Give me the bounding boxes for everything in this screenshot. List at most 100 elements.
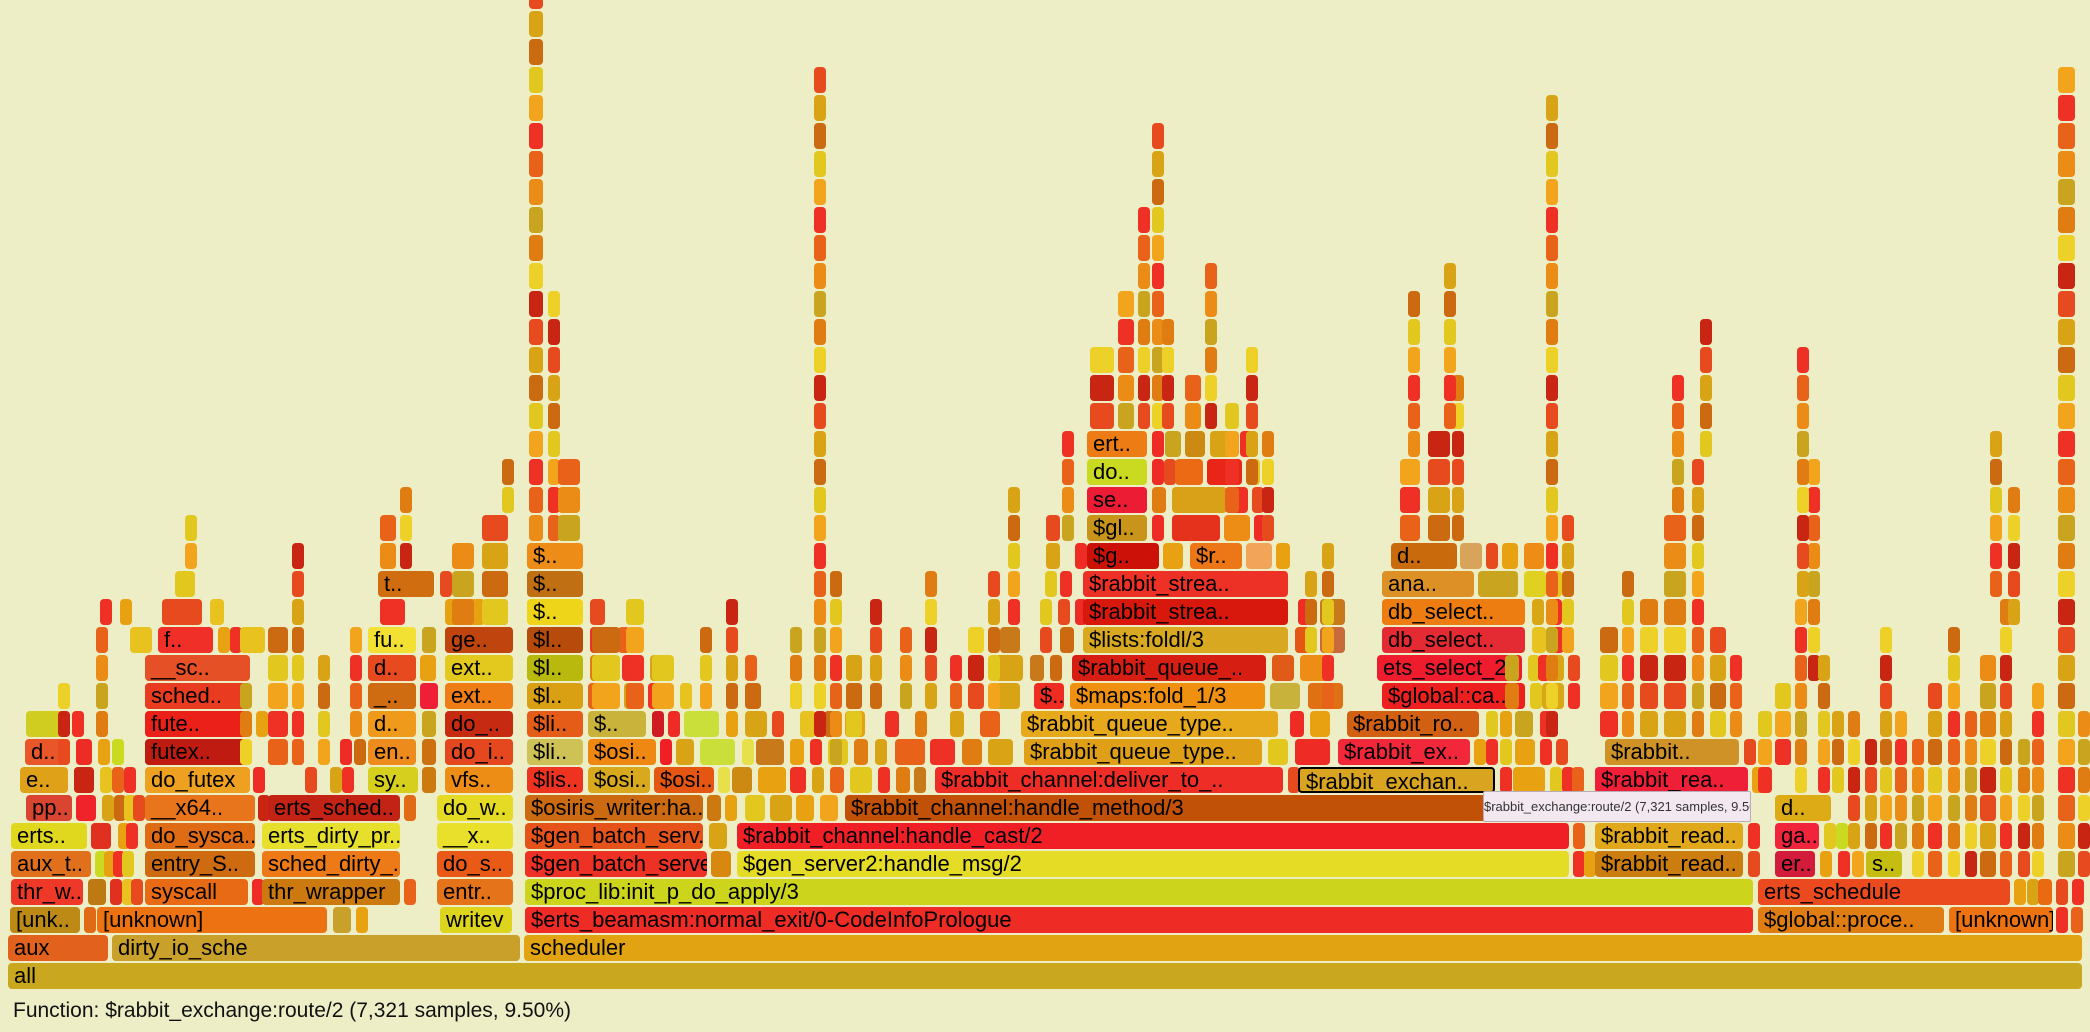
flame-frame-sliver[interactable] <box>820 795 838 821</box>
flame-frame-sliver[interactable] <box>968 655 984 681</box>
flame-frame[interactable]: $osiris_writer:ha.. <box>525 795 703 821</box>
flamegraph-canvas[interactable]: all aux dirty_io_sche scheduler [unk.. [unkno… <box>0 0 2090 992</box>
flame-frame-sliver[interactable] <box>814 711 826 737</box>
flame-frame-sliver[interactable] <box>1700 375 1712 401</box>
flame-frame-sliver[interactable] <box>1546 655 1558 681</box>
flame-frame-sliver[interactable] <box>305 767 317 793</box>
flame-frame-sliver[interactable] <box>1408 431 1420 457</box>
flame-frame-sliver[interactable] <box>1568 683 1580 709</box>
flame-frame-sliver[interactable] <box>1152 263 1164 289</box>
flame-frame-sliver[interactable] <box>1664 683 1686 709</box>
flame-frame-sliver[interactable] <box>1444 375 1456 401</box>
flame-frame[interactable]: t.. <box>378 571 434 597</box>
flame-frame-sliver[interactable] <box>1444 403 1456 429</box>
flame-frame[interactable]: $l.. <box>527 683 583 709</box>
flame-frame-sliver[interactable] <box>1965 851 1977 877</box>
flame-frame-sliver[interactable] <box>1562 543 1574 569</box>
flame-frame-sliver[interactable] <box>1008 487 1020 513</box>
flame-frame-sliver[interactable] <box>1758 767 1772 793</box>
flame-frame-sliver[interactable] <box>968 683 984 709</box>
flame-frame-sliver[interactable] <box>1990 487 2002 513</box>
flame-frame[interactable]: erts_schedule <box>1758 879 2010 905</box>
flame-frame-sliver[interactable] <box>1474 739 1486 765</box>
flame-frame-sliver[interactable] <box>1040 627 1052 653</box>
flame-frame-sliver[interactable] <box>58 739 70 765</box>
flame-frame-sliver[interactable] <box>1408 403 1420 429</box>
flame-frame-sliver[interactable] <box>725 795 737 821</box>
flame-frame-sliver[interactable] <box>2058 347 2075 373</box>
flame-frame-sliver[interactable] <box>1912 795 1924 821</box>
flame-frame-sliver[interactable] <box>1524 543 1544 569</box>
flame-frame-sliver[interactable] <box>2032 851 2044 877</box>
flame-frame-sliver[interactable] <box>529 95 543 121</box>
flame-frame-sliver[interactable] <box>1622 627 1634 653</box>
flame-frame-sliver[interactable] <box>548 459 560 485</box>
flame-frame-sliver[interactable] <box>1965 795 1977 821</box>
flame-frame-sliver[interactable] <box>914 767 926 793</box>
flame-frame[interactable]: $gen_batch_serve.. <box>525 851 707 877</box>
flame-frame-sliver[interactable] <box>1640 683 1658 709</box>
flame-frame-sliver[interactable] <box>925 599 937 625</box>
flame-frame-sliver[interactable] <box>1832 767 1844 793</box>
flame-frame-sliver[interactable] <box>2058 123 2075 149</box>
flame-frame-sliver[interactable] <box>96 711 108 737</box>
flame-frame-sliver[interactable] <box>684 711 719 737</box>
flame-frame-sliver[interactable] <box>1172 487 1227 513</box>
flame-frame-sliver[interactable] <box>1408 347 1420 373</box>
flame-frame-sliver[interactable] <box>292 627 304 653</box>
flame-frame-sliver[interactable] <box>1980 851 1996 877</box>
flame-frame-sliver[interactable] <box>1744 739 1756 765</box>
flame-frame[interactable]: fu.. <box>368 627 416 653</box>
flame-frame-sliver[interactable] <box>268 739 288 765</box>
flame-frame-sliver[interactable] <box>1062 459 1074 485</box>
flame-frame-sliver[interactable] <box>1444 347 1456 373</box>
flame-frame-sliver[interactable] <box>133 795 145 821</box>
flame-frame-sliver[interactable] <box>1795 655 1807 681</box>
flame-frame-sliver[interactable] <box>1060 571 1072 597</box>
flame-frame-sliver[interactable] <box>1948 739 1960 765</box>
flame-frame-sliver[interactable] <box>1288 767 1300 793</box>
flame-frame-sliver[interactable] <box>830 599 842 625</box>
flame-frame-sliver[interactable] <box>707 795 721 821</box>
flame-frame-sliver[interactable] <box>652 655 674 681</box>
flame-frame[interactable]: $rabbit_strea.. <box>1083 571 1288 597</box>
flame-frame-sliver[interactable] <box>814 95 826 121</box>
flame-frame-sliver[interactable] <box>112 739 124 765</box>
flame-frame[interactable]: e.. <box>20 767 68 793</box>
flame-frame-sliver[interactable] <box>1546 291 1558 317</box>
flame-frame-sliver[interactable] <box>2058 599 2075 625</box>
flame-frame-sliver[interactable] <box>548 347 560 373</box>
flame-frame-sliver[interactable] <box>878 767 890 793</box>
flame-frame-sliver[interactable] <box>1152 431 1164 457</box>
flame-frame-sliver[interactable] <box>2072 879 2084 905</box>
flame-frame-sliver[interactable] <box>1808 655 1820 681</box>
flame-frame-sliver[interactable] <box>292 683 304 709</box>
flame-frame-sliver[interactable] <box>1808 487 1820 513</box>
flame-frame-sliver[interactable] <box>1118 347 1134 373</box>
flame-frame-sliver[interactable] <box>2078 851 2090 877</box>
flame-frame-sliver[interactable] <box>529 235 543 261</box>
flame-frame-sliver[interactable] <box>1562 571 1574 597</box>
flame-frame[interactable]: $rabbit_ro.. <box>1347 711 1479 737</box>
flame-frame-sliver[interactable] <box>529 151 543 177</box>
flame-frame-sliver[interactable] <box>870 599 882 625</box>
flame-frame-sliver[interactable] <box>814 543 826 569</box>
flame-frame-sliver[interactable] <box>482 543 508 569</box>
flame-frame-sliver[interactable] <box>2058 851 2075 877</box>
flame-frame-sliver[interactable] <box>745 683 761 709</box>
flame-frame-sliver[interactable] <box>1530 683 1542 709</box>
flame-frame-sliver[interactable] <box>1486 711 1498 737</box>
flame-frame-sliver[interactable] <box>814 459 826 485</box>
flame-frame-sliver[interactable] <box>1500 739 1512 765</box>
flame-frame-sliver[interactable] <box>1138 375 1150 401</box>
flame-frame-sliver[interactable] <box>1546 487 1558 513</box>
flame-frame[interactable]: $rabbit_queue_type.. <box>1024 739 1262 765</box>
flame-frame-sliver[interactable] <box>814 291 826 317</box>
flame-frame-sliver[interactable] <box>2058 459 2075 485</box>
flame-frame-sliver[interactable] <box>1546 319 1558 345</box>
flame-frame-sliver[interactable] <box>2058 95 2075 121</box>
flame-frame-sliver[interactable] <box>292 571 304 597</box>
flame-frame-sliver[interactable] <box>2058 235 2075 261</box>
flame-frame-sliver[interactable] <box>1528 655 1540 681</box>
flame-frame-sliver[interactable] <box>2000 739 2012 765</box>
